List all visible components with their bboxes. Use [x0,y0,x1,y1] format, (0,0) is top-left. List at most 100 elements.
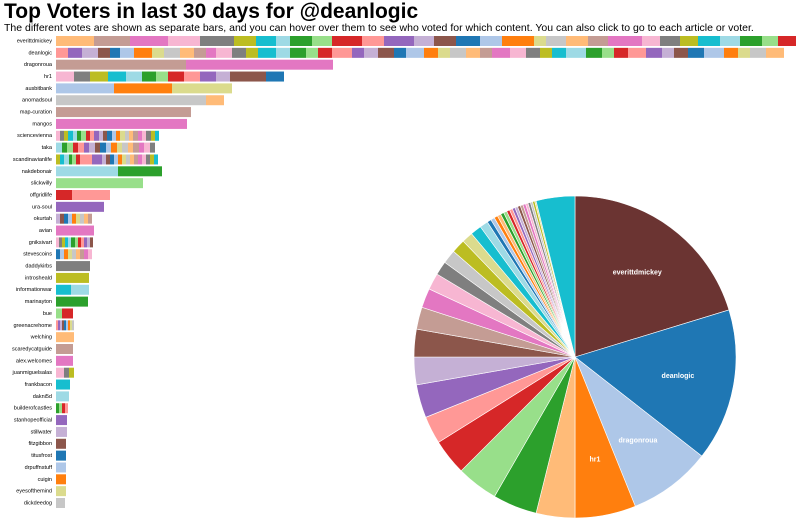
vote-bar[interactable] [128,142,133,153]
voter-label[interactable]: informationwar [16,287,52,293]
vote-bar[interactable] [68,130,73,141]
vote-bar[interactable] [110,47,120,58]
vote-bar[interactable] [68,249,72,260]
vote-bar[interactable] [74,71,90,82]
vote-bar[interactable] [118,154,122,165]
vote-bar[interactable] [64,213,68,224]
vote-bar[interactable] [65,403,68,414]
vote-bar[interactable] [144,142,150,153]
vote-bar[interactable] [69,154,72,165]
vote-bar[interactable] [146,154,150,165]
vote-bar[interactable] [276,47,290,58]
vote-bar[interactable] [62,142,67,153]
vote-bar[interactable] [362,36,384,46]
vote-bar[interactable] [64,130,68,141]
vote-bar[interactable] [81,237,84,248]
vote-bar[interactable] [94,130,99,141]
vote-bar[interactable] [364,47,378,58]
vote-bar[interactable] [120,47,134,58]
voter-label[interactable]: dickdeedog [24,500,52,506]
vote-bar[interactable] [434,36,456,46]
vote-bar[interactable] [60,130,64,141]
vote-bar[interactable] [99,130,103,141]
vote-bar[interactable] [566,36,588,46]
vote-bar[interactable] [156,71,168,82]
vote-bar[interactable] [56,142,62,153]
voter-label[interactable]: eyesofthemind [16,489,52,495]
vote-bar[interactable] [56,166,118,177]
vote-bar[interactable] [56,415,67,426]
vote-bar[interactable] [84,249,88,260]
vote-bar[interactable] [56,261,90,272]
vote-bar[interactable] [200,71,216,82]
vote-bar[interactable] [332,36,362,46]
vote-bar[interactable] [56,296,88,307]
vote-bar[interactable] [234,36,256,46]
vote-bar[interactable] [766,47,784,58]
voter-label[interactable]: cuigin [38,477,52,483]
vote-bar[interactable] [56,320,58,331]
vote-bar[interactable] [64,367,69,378]
voter-label[interactable]: scaredycatguide [12,346,52,352]
vote-bar[interactable] [56,47,68,58]
vote-bar[interactable] [68,237,71,248]
voter-label[interactable]: juanmiguelsalas [12,370,53,376]
vote-bar[interactable] [660,36,680,46]
vote-bar[interactable] [68,47,82,58]
vote-bar[interactable] [256,36,276,46]
vote-bar[interactable] [526,47,540,58]
vote-bar[interactable] [122,142,128,153]
vote-bar[interactable] [480,47,492,58]
vote-bar[interactable] [56,36,94,46]
vote-bar[interactable] [152,47,164,58]
vote-bar[interactable] [438,47,450,58]
vote-bar[interactable] [58,320,60,331]
vote-bar[interactable] [566,47,586,58]
vote-bar[interactable] [122,154,126,165]
vote-bar[interactable] [738,47,750,58]
vote-bar[interactable] [69,367,74,378]
vote-bar[interactable] [246,47,258,58]
vote-bar[interactable] [56,83,114,94]
vote-bar[interactable] [290,47,306,58]
vote-bar[interactable] [586,47,602,58]
vote-bar[interactable] [56,308,62,319]
vote-bar[interactable] [138,130,142,141]
vote-bar[interactable] [394,47,406,58]
vote-bar[interactable] [59,237,62,248]
vote-bar[interactable] [60,154,64,165]
vote-bar[interactable] [72,249,76,260]
vote-bar[interactable] [150,142,155,153]
vote-bar[interactable] [164,47,180,58]
vote-bar[interactable] [168,71,184,82]
pie-slice[interactable] [535,195,576,358]
vote-bar[interactable] [98,47,110,58]
voter-label[interactable]: nakdebonair [22,169,52,175]
vote-bar[interactable] [232,47,246,58]
vote-bar[interactable] [56,284,71,295]
vote-bar[interactable] [450,47,466,58]
vote-bar[interactable] [502,36,534,46]
vote-bar[interactable] [68,213,72,224]
vote-bar[interactable] [720,36,740,46]
vote-bar[interactable] [90,130,94,141]
vote-bar[interactable] [76,249,80,260]
vote-bar[interactable] [108,71,126,82]
voter-label[interactable]: avian [39,228,52,234]
vote-bar[interactable] [56,344,73,354]
vote-bar[interactable] [80,154,92,165]
vote-bar[interactable] [70,320,72,331]
vote-bar[interactable] [72,190,110,200]
vote-bar[interactable] [103,130,107,141]
vote-bar[interactable] [56,426,67,437]
voter-label[interactable]: greenacrehome [13,323,52,329]
vote-bar[interactable] [290,36,312,46]
vote-bar[interactable] [200,36,234,46]
vote-bar[interactable] [56,355,73,366]
vote-bar[interactable] [84,213,88,224]
vote-bar[interactable] [312,36,332,46]
vote-bar[interactable] [206,95,224,106]
vote-bar[interactable] [142,130,146,141]
vote-bar[interactable] [614,47,628,58]
vote-bar[interactable] [64,154,69,165]
